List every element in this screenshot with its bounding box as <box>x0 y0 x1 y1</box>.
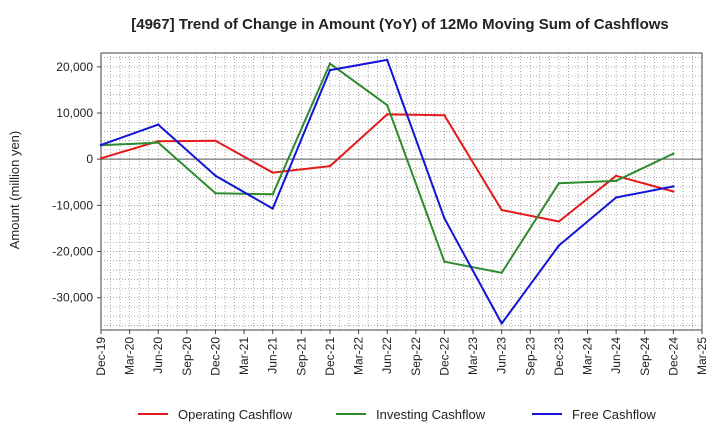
data-point-investing-cashflow <box>214 192 217 195</box>
x-tick-label: Dec-21 <box>323 337 337 376</box>
legend-label-operating-cashflow: Operating Cashflow <box>178 407 293 422</box>
data-point-investing-cashflow <box>500 271 503 274</box>
data-point-operating-cashflow <box>99 157 103 160</box>
y-axis-ticks: 20,000 10,000 0 -10,000 -20,000 -30,000 <box>52 60 101 305</box>
x-tick-label: Sep-20 <box>180 337 194 376</box>
x-tick-label: Mar-23 <box>466 337 480 375</box>
data-point-investing-cashflow <box>328 62 332 65</box>
x-tick-label: Jun-21 <box>266 337 280 374</box>
plot-frame <box>100 52 703 331</box>
x-tick-label: Sep-23 <box>523 337 537 376</box>
x-tick-label: Jun-22 <box>380 337 394 374</box>
y-tick-label: 0 <box>86 152 93 166</box>
data-point-free-cashflow <box>614 196 618 199</box>
data-point-investing-cashflow <box>672 152 675 155</box>
data-point-investing-cashflow <box>443 260 446 263</box>
data-point-free-cashflow <box>271 207 274 210</box>
data-point-operating-cashflow <box>271 171 274 174</box>
x-tick-label: Jun-23 <box>495 337 509 374</box>
data-point-free-cashflow <box>214 174 217 178</box>
y-tick-label: 20,000 <box>56 60 93 74</box>
data-point-investing-cashflow <box>557 181 561 185</box>
x-tick-label: Jun-20 <box>151 337 165 374</box>
x-tick-label: Dec-19 <box>94 337 108 376</box>
data-point-operating-cashflow <box>214 139 217 142</box>
x-tick-label: Mar-20 <box>123 337 137 375</box>
data-point-operating-cashflow <box>500 208 503 212</box>
data-point-free-cashflow <box>157 123 160 126</box>
legend: Operating Cashflow Investing Cashflow Free… <box>138 407 656 422</box>
x-tick-label: Mar-25 <box>695 337 709 375</box>
data-point-free-cashflow <box>557 244 561 247</box>
x-tick-label: Mar-24 <box>581 337 595 375</box>
x-tick-label: Mar-22 <box>352 337 366 375</box>
data-point-free-cashflow <box>443 217 446 220</box>
data-point-operating-cashflow <box>557 220 561 223</box>
x-tick-label: Sep-21 <box>294 337 308 376</box>
data-point-free-cashflow <box>99 143 103 147</box>
data-point-operating-cashflow <box>672 190 675 193</box>
x-tick-label: Dec-20 <box>208 337 222 376</box>
y-tick-label: 10,000 <box>56 106 93 120</box>
x-tick-label: Sep-22 <box>409 337 423 376</box>
data-point-investing-cashflow <box>271 193 274 196</box>
data-point-investing-cashflow <box>157 141 160 144</box>
x-axis-ticks: Dec-19 Mar-20 Jun-20 Sep-20 Dec-20 Mar-21 Jun-… <box>94 330 709 376</box>
x-tick-label: Sep-24 <box>638 337 652 376</box>
data-point-investing-cashflow <box>614 179 618 183</box>
data-point-free-cashflow <box>672 185 675 188</box>
y-tick-label: -20,000 <box>52 245 93 259</box>
x-tick-label: Dec-22 <box>437 337 451 376</box>
grid <box>100 53 703 330</box>
y-tick-label: -10,000 <box>52 198 93 212</box>
x-tick-label: Mar-21 <box>237 337 251 375</box>
data-point-operating-cashflow <box>443 114 446 117</box>
data-point-operating-cashflow <box>614 174 618 178</box>
series-lines <box>99 58 675 325</box>
legend-label-investing-cashflow: Investing Cashflow <box>376 407 486 422</box>
legend-label-free-cashflow: Free Cashflow <box>572 407 656 422</box>
y-axis-label: Amount (million yen) <box>7 131 22 250</box>
x-tick-label: Dec-24 <box>666 337 680 376</box>
data-point-investing-cashflow <box>385 103 389 107</box>
y-tick-label: -30,000 <box>52 291 93 305</box>
data-point-free-cashflow <box>500 322 503 325</box>
data-point-operating-cashflow <box>385 113 389 116</box>
x-tick-label: Dec-23 <box>552 337 566 376</box>
chart-title: [4967] Trend of Change in Amount (YoY) o… <box>131 16 669 33</box>
data-point-free-cashflow <box>385 58 389 62</box>
data-point-free-cashflow <box>328 68 332 72</box>
data-point-operating-cashflow <box>328 164 332 168</box>
x-tick-label: Jun-24 <box>609 337 623 374</box>
